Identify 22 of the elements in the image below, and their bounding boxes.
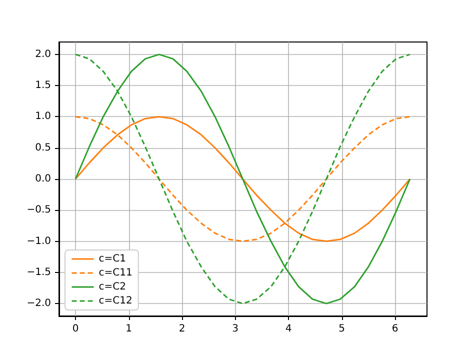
y-tick-label: −1.5 — [26, 266, 51, 278]
legend-label: c=C11 — [98, 268, 132, 278]
x-tick-label: 0 — [72, 324, 79, 334]
y-tick-label: −1.0 — [26, 236, 51, 247]
x-tick-label: 4 — [285, 324, 292, 334]
y-tick-label: 2.0 — [35, 48, 51, 60]
y-tick-label: 0.5 — [35, 142, 51, 154]
legend-label: c=C1 — [98, 254, 126, 264]
x-tick-label: 2 — [178, 324, 186, 334]
y-tick-label: −2.0 — [26, 298, 51, 310]
legend-label: c=C12 — [98, 296, 132, 306]
x-tick-label: 6 — [392, 324, 398, 334]
y-tick-label: −0.5 — [26, 204, 51, 216]
x-tick-label: 3 — [232, 324, 238, 334]
y-tick-label: 1.0 — [35, 111, 51, 122]
y-tick-label: 1.5 — [35, 80, 51, 92]
line-series — [74, 54, 411, 304]
y-tick-label: 0.0 — [35, 174, 51, 184]
x-tick-label: 5 — [338, 324, 345, 334]
legend-label: c=C2 — [98, 282, 126, 292]
line-series — [74, 116, 411, 242]
x-tick-label: 1 — [126, 324, 132, 334]
